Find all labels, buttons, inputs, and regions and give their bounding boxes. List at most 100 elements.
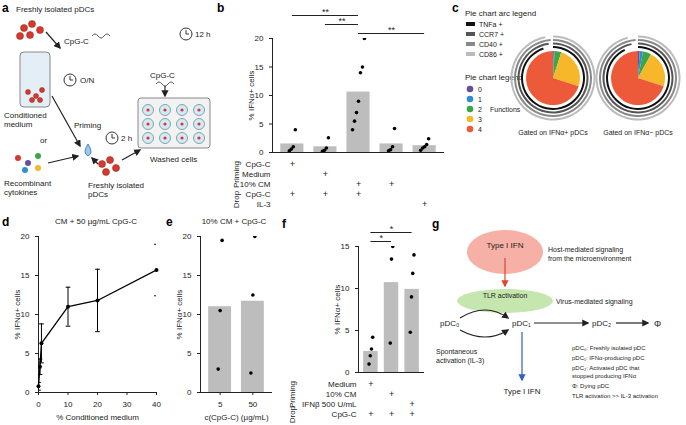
svg-text:+: + <box>290 159 295 169</box>
svg-text:Gated on IFNα− pDCs: Gated on IFNα− pDCs <box>603 129 673 137</box>
svg-text:CCR7 +: CCR7 + <box>479 31 504 38</box>
svg-text:Freshly isolated: Freshly isolated <box>88 181 144 190</box>
svg-text:15: 15 <box>255 63 264 72</box>
svg-text:20: 20 <box>21 232 30 241</box>
svg-text:Φ: Dying pDC: Φ: Dying pDC <box>572 383 610 389</box>
svg-text:O/N: O/N <box>80 76 94 85</box>
svg-text:15: 15 <box>21 271 30 280</box>
svg-text:30: 30 <box>123 400 132 409</box>
svg-text:f: f <box>282 217 287 231</box>
svg-text:CD40 +: CD40 + <box>479 41 503 48</box>
svg-text:20: 20 <box>255 34 264 43</box>
svg-text:% IFNα+ cells: % IFNα+ cells <box>247 71 256 121</box>
svg-text:20: 20 <box>183 232 192 241</box>
svg-text:+: + <box>368 409 373 419</box>
svg-text:Pie chart arc legend: Pie chart arc legend <box>465 9 536 18</box>
svg-text:**: ** <box>388 25 396 35</box>
svg-text:5: 5 <box>187 349 192 358</box>
svg-text:TLR activation >> IL-3 activat: TLR activation >> IL-3 activation <box>572 393 658 399</box>
svg-text:pDC₂: pDC₂ <box>592 319 611 328</box>
svg-text:g: g <box>432 217 439 231</box>
svg-text:+: + <box>409 409 414 419</box>
svg-text:Drop: Drop <box>232 190 241 208</box>
svg-text:*: * <box>390 224 394 234</box>
svg-text:Spontaneous: Spontaneous <box>436 348 478 356</box>
svg-text:CpG-C: CpG-C <box>150 71 175 80</box>
svg-text:from the microenvironment: from the microenvironment <box>548 255 631 262</box>
svg-text:Type I IFN: Type I IFN <box>504 387 541 396</box>
svg-text:Virus-mediated signaling: Virus-mediated signaling <box>556 298 633 306</box>
svg-text:10: 10 <box>64 400 73 409</box>
svg-text:+: + <box>422 199 427 209</box>
svg-text:c: c <box>452 1 459 15</box>
svg-text:Priming: Priming <box>288 381 297 408</box>
svg-text:% IFNα+ cells: % IFNα+ cells <box>333 285 342 335</box>
svg-text:IFNβ 500 U/mL: IFNβ 500 U/mL <box>302 400 357 409</box>
svg-text:pDC₁: IFNα-producing pDC: pDC₁: IFNα-producing pDC <box>572 355 645 361</box>
svg-text:pDC₀: pDC₀ <box>440 319 459 328</box>
svg-text:Drop: Drop <box>288 405 297 423</box>
svg-text:50: 50 <box>248 400 257 409</box>
svg-text:+: + <box>356 189 361 199</box>
svg-text:Priming: Priming <box>74 121 101 130</box>
svg-text:cytokines: cytokines <box>4 188 37 197</box>
svg-text:15: 15 <box>183 271 192 280</box>
svg-text:**: ** <box>338 16 346 26</box>
svg-text:Host-mediated signaling: Host-mediated signaling <box>548 246 623 254</box>
svg-text:% IFNα+ cells: % IFNα+ cells <box>13 290 22 340</box>
svg-text:+: + <box>389 179 394 189</box>
svg-text:0: 0 <box>259 148 264 157</box>
svg-text:CpG-C: CpG-C <box>246 190 271 199</box>
svg-text:pDC₁: pDC₁ <box>512 319 531 328</box>
svg-text:CpG-C: CpG-C <box>246 160 271 169</box>
svg-text:2 h: 2 h <box>121 134 132 143</box>
svg-text:2: 2 <box>478 106 482 113</box>
svg-text:+: + <box>323 169 328 179</box>
svg-text:stopped producing IFNα: stopped producing IFNα <box>572 373 637 379</box>
svg-text:Medium: Medium <box>242 170 271 179</box>
svg-text:1: 1 <box>478 96 482 103</box>
svg-text:pDCs: pDCs <box>88 190 108 199</box>
svg-text:pDC₀: Freshly isolated pDC: pDC₀: Freshly isolated pDC <box>572 345 646 351</box>
svg-text:Gated on IFNα+ pDCs: Gated on IFNα+ pDCs <box>518 129 588 137</box>
svg-text:+: + <box>409 399 414 409</box>
svg-text:IL-3: IL-3 <box>257 200 271 209</box>
svg-text:Type I IFN: Type I IFN <box>487 241 524 250</box>
svg-text:0: 0 <box>345 368 350 377</box>
svg-text:Recombinant: Recombinant <box>4 179 52 188</box>
svg-text:+: + <box>323 189 328 199</box>
svg-text:0: 0 <box>478 86 482 93</box>
svg-text:+: + <box>389 409 394 419</box>
svg-text:activation (IL-3): activation (IL-3) <box>436 357 484 365</box>
svg-text:0: 0 <box>25 388 30 397</box>
svg-text:3: 3 <box>478 116 482 123</box>
svg-text:CpG-C: CpG-C <box>64 37 89 46</box>
svg-text:0: 0 <box>187 388 192 397</box>
svg-text:% IFNα+ cells: % IFNα+ cells <box>175 290 184 340</box>
svg-text:5: 5 <box>25 349 30 358</box>
svg-text:12 h: 12 h <box>195 30 211 39</box>
svg-text:0: 0 <box>36 400 41 409</box>
svg-text:b: b <box>217 1 224 15</box>
svg-text:20: 20 <box>93 400 102 409</box>
svg-text:+: + <box>356 179 361 189</box>
svg-text:+: + <box>389 389 394 399</box>
svg-text:TNFa +: TNFa + <box>479 21 503 28</box>
svg-text:c(CpG-C) (µg/mL): c(CpG-C) (µg/mL) <box>204 413 269 422</box>
svg-text:**: ** <box>322 7 330 17</box>
svg-text:e: e <box>166 215 173 229</box>
svg-text:% Conditioned medium: % Conditioned medium <box>56 413 139 422</box>
svg-text:Conditioned: Conditioned <box>4 111 47 120</box>
svg-text:*: * <box>379 233 383 243</box>
svg-text:+: + <box>290 189 295 199</box>
svg-text:d: d <box>2 215 9 229</box>
svg-text:CpG-C: CpG-C <box>332 410 357 419</box>
svg-text:+: + <box>368 379 373 389</box>
svg-text:40: 40 <box>152 400 161 409</box>
svg-text:Washed cells: Washed cells <box>150 155 197 164</box>
svg-text:15: 15 <box>341 242 350 251</box>
svg-text:a: a <box>2 1 9 15</box>
svg-text:CD86 +: CD86 + <box>479 51 503 58</box>
svg-text:10% CM: 10% CM <box>326 390 357 399</box>
svg-text:4: 4 <box>478 126 482 133</box>
